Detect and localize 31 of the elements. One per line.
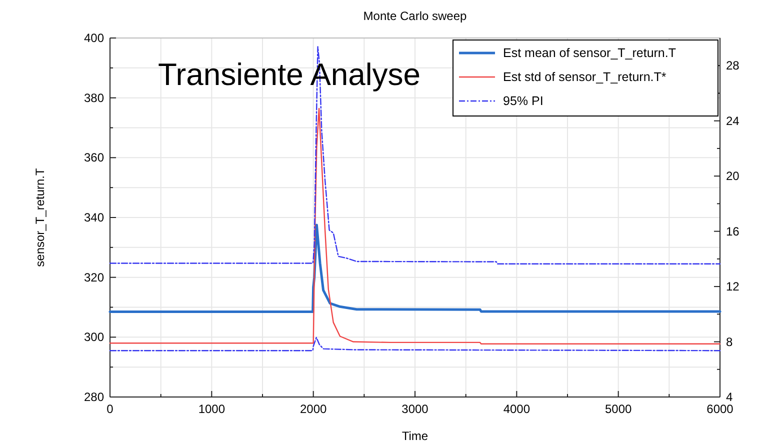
y2-tick-label: 4: [726, 390, 733, 404]
line-series: [108, 224, 722, 313]
x-tick-label: 5000: [604, 402, 632, 416]
legend-label: Est std of sensor_T_return.T*: [503, 70, 666, 84]
x-tick-label: 1000: [198, 402, 226, 416]
y-tick-label: 320: [84, 270, 104, 284]
y2-tick-label: 8: [726, 334, 733, 349]
y2-tick-label: 12: [726, 280, 740, 294]
y-tick-label: 300: [84, 330, 104, 344]
y2-tick-label: 20: [726, 169, 740, 184]
y-tick-label: 280: [84, 390, 104, 404]
legend-label: 95% PI: [503, 94, 544, 108]
line-series: [109, 108, 721, 344]
x-tick-label: 4000: [503, 402, 530, 416]
y-tick-label: 380: [84, 90, 104, 105]
x-tick-label: 2000: [300, 402, 328, 416]
chart-title: Monte Carlo sweep: [363, 9, 468, 23]
x-tick-label: 6000: [706, 402, 734, 416]
line-series: [109, 336, 721, 352]
legend-label: Est mean of sensor_T_return.T: [503, 46, 676, 60]
x-axis-title: Time: [402, 429, 428, 443]
y2-tick-label: 28: [726, 58, 740, 73]
y-tick-label: 360: [84, 150, 104, 165]
y-axis-title: sensor_T_return.T: [33, 167, 47, 267]
y-tick-label: 340: [84, 210, 104, 224]
y2-tick-label: 24: [726, 114, 740, 128]
y2-tick-label: 16: [726, 224, 740, 238]
x-tick-label: 0: [106, 402, 114, 416]
x-tick-label: 3000: [402, 402, 429, 416]
line-series: [109, 46, 721, 264]
y-tick-label: 400: [84, 31, 104, 45]
